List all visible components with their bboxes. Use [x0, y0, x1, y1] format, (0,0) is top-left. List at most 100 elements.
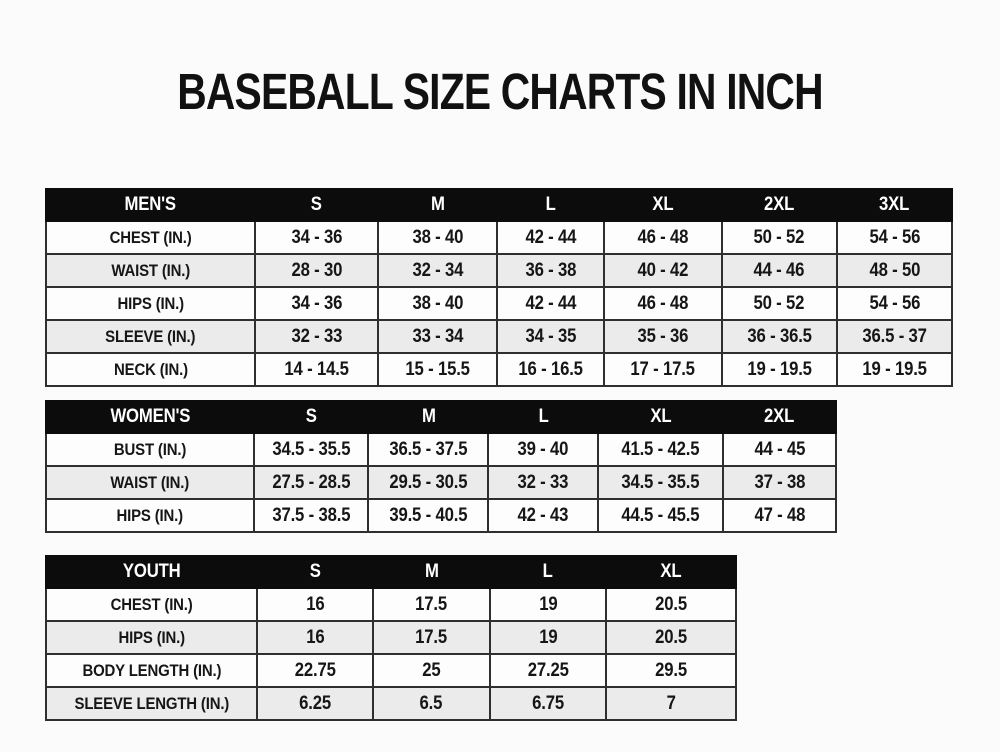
value-text: 35 - 36 [637, 325, 689, 347]
row-label-cell: NECK (IN.) [44, 352, 257, 387]
mens-header-row: MEN'S S M L XL 2XL 3XL [44, 188, 954, 222]
row-label-cell: BUST (IN.) [45, 432, 255, 467]
header-cell-text: XL [652, 194, 674, 215]
value-text: 48 - 50 [869, 259, 920, 281]
value-text: 42 - 44 [525, 292, 577, 314]
header-cell-text: L [545, 194, 556, 215]
value-text: 34.5 - 35.5 [272, 438, 351, 460]
value-cell: 46 - 48 [603, 286, 723, 321]
header-cell-text: M [430, 194, 445, 215]
header-cell-text: L [538, 406, 549, 427]
header-cell-text: XL [660, 561, 682, 582]
youth-row-sleeve-length-in: SLEEVE LENGTH (IN.) 6.25 6.5 6.75 7 [44, 686, 737, 721]
value-cell: 44.5 - 45.5 [597, 498, 724, 533]
youth-row-body-length-in: BODY LENGTH (IN.) 22.75 25 27.25 29.5 [44, 653, 737, 688]
womens-row-bust-in: BUST (IN.) 34.5 - 35.5 36.5 - 37.5 39 - 40 4… [45, 432, 837, 467]
womens-header-l: L [487, 400, 600, 434]
value-text: 44.5 - 45.5 [621, 504, 700, 526]
value-cell: 17 - 17.5 [603, 352, 723, 387]
value-cell: 25 [372, 653, 491, 688]
womens-header-xl: XL [597, 400, 724, 434]
value-cell: 41.5 - 42.5 [597, 432, 724, 467]
row-label-cell: HIPS (IN.) [44, 286, 257, 321]
youth-header-s: S [256, 555, 375, 589]
value-cell: 46 - 48 [603, 220, 723, 255]
value-text: 6.25 [299, 692, 332, 714]
value-text: 33 - 34 [411, 325, 463, 347]
value-text: 27.25 [527, 659, 569, 681]
youth-size-chart-table: YOUTH S M L XL CHEST (IN.) 16 17.5 19 20.5 HIPS (I… [44, 555, 737, 721]
row-label-text: HIPS (IN.) [117, 293, 184, 313]
value-cell: 50 - 52 [720, 220, 838, 255]
value-text: 16 [305, 593, 325, 615]
value-text: 46 - 48 [637, 292, 689, 314]
value-cell: 42 - 43 [487, 498, 600, 533]
header-cell-text: YOUTH [122, 561, 181, 582]
row-label-cell: SLEEVE (IN.) [44, 319, 257, 354]
value-text: 50 - 52 [753, 226, 805, 248]
value-cell: 19 [488, 620, 608, 655]
value-text: 46 - 48 [637, 226, 689, 248]
value-cell: 6.5 [372, 686, 491, 721]
value-cell: 27.5 - 28.5 [252, 465, 370, 500]
youth-row-hips-in: HIPS (IN.) 16 17.5 19 20.5 [44, 620, 737, 655]
header-cell-text: 2XL [764, 194, 795, 215]
mens-header-3xl: 3XL [835, 188, 954, 222]
womens-header-s: S [252, 400, 370, 434]
value-text: 44 - 45 [754, 438, 805, 460]
value-text: 34.5 - 35.5 [621, 471, 700, 493]
womens-size-chart-table: WOMEN'S S M L XL 2XL BUST (IN.) 34.5 - 35.5 36.5… [45, 400, 837, 533]
value-text: 36 - 38 [525, 259, 577, 281]
mens-header-xl: XL [603, 188, 723, 222]
value-cell: 39 - 40 [487, 432, 600, 467]
row-label-cell: WAIST (IN.) [44, 253, 257, 288]
row-label-cell: WAIST (IN.) [45, 465, 255, 500]
value-cell: 32 - 33 [487, 465, 600, 500]
womens-row-hips-in: HIPS (IN.) 37.5 - 38.5 39.5 - 40.5 42 - 43 4… [45, 498, 837, 533]
value-text: 17.5 [415, 626, 448, 648]
mens-row-waist-in: WAIST (IN.) 28 - 30 32 - 34 36 - 38 40 - 42 4… [44, 253, 954, 288]
womens-row-waist-in: WAIST (IN.) 27.5 - 28.5 29.5 - 30.5 32 - 33… [45, 465, 837, 500]
mens-row-sleeve-in: SLEEVE (IN.) 32 - 33 33 - 34 34 - 35 35 - 36… [44, 319, 954, 354]
mens-row-neck-in: NECK (IN.) 14 - 14.5 15 - 15.5 16 - 16.5 17 … [44, 352, 954, 387]
value-cell: 6.75 [488, 686, 608, 721]
value-cell: 19 [488, 587, 608, 622]
womens-header-row: WOMEN'S S M L XL 2XL [45, 400, 837, 434]
value-text: 41.5 - 42.5 [621, 438, 700, 460]
row-label-text: SLEEVE (IN.) [105, 326, 196, 346]
row-label-text: CHEST (IN.) [110, 594, 193, 614]
value-text: 54 - 56 [869, 292, 920, 314]
row-label-text: NECK (IN.) [113, 359, 188, 379]
value-cell: 36.5 - 37.5 [367, 432, 490, 467]
value-text: 38 - 40 [411, 292, 463, 314]
value-cell: 22.75 [256, 653, 375, 688]
value-cell: 20.5 [605, 587, 737, 622]
row-label-cell: CHEST (IN.) [44, 220, 257, 255]
youth-header-m: M [372, 555, 491, 589]
value-cell: 32 - 33 [254, 319, 379, 354]
value-cell: 20.5 [605, 620, 737, 655]
header-cell-text: 2XL [764, 406, 795, 427]
value-text: 32 - 33 [291, 325, 342, 347]
row-label-text: WAIST (IN.) [111, 260, 190, 280]
value-cell: 37.5 - 38.5 [252, 498, 370, 533]
value-cell: 36 - 36.5 [720, 319, 838, 354]
mens-header-s: S [254, 188, 379, 222]
value-cell: 19 - 19.5 [835, 352, 954, 387]
value-text: 14 - 14.5 [284, 358, 349, 380]
row-label-cell: HIPS (IN.) [44, 620, 259, 655]
value-cell: 54 - 56 [835, 220, 954, 255]
header-cell-text: S [310, 194, 322, 215]
value-text: 7 [666, 692, 676, 714]
header-cell-text: L [542, 561, 553, 582]
header-cell-text: XL [650, 406, 672, 427]
value-cell: 38 - 40 [376, 286, 499, 321]
row-label-cell: HIPS (IN.) [45, 498, 255, 533]
header-cell-text: M [421, 406, 436, 427]
header-cell-text: WOMEN'S [109, 406, 190, 427]
row-label-text: BUST (IN.) [113, 439, 186, 459]
womens-header-2xl: 2XL [722, 400, 837, 434]
value-cell: 16 [256, 620, 375, 655]
value-text: 42 - 44 [525, 226, 577, 248]
value-text: 16 [305, 626, 325, 648]
